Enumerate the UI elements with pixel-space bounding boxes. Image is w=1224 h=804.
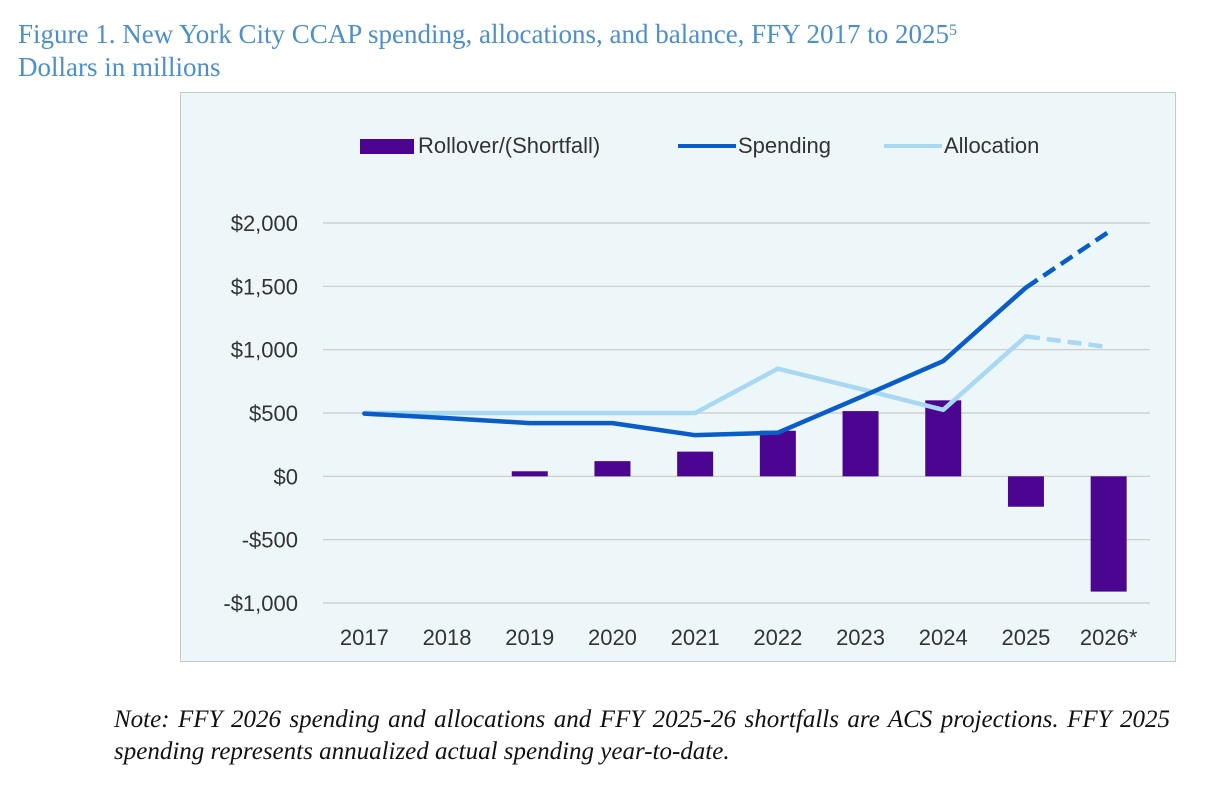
bar-rollover-2022	[759, 430, 796, 477]
x-tick-label-6: 2023	[836, 625, 885, 650]
x-tick-label-0: 2017	[340, 625, 389, 650]
legend-item-allocation: Allocation	[884, 131, 1039, 161]
legend-label-spending: Spending	[738, 133, 831, 158]
legend-swatch-spending	[678, 144, 736, 148]
bar-rollover-2021	[677, 451, 714, 477]
x-tick-label-4: 2021	[671, 625, 720, 650]
allocation-projection-line	[1025, 334, 1109, 350]
legend-item-rollover: Rollover/(Shortfall)	[360, 131, 600, 161]
y-tick-label-2: $1,000	[231, 338, 298, 363]
legend-label-allocation: Allocation	[944, 133, 1040, 158]
bar-rollover-2026*	[1090, 476, 1127, 592]
y-tick-label-1: $1,500	[231, 274, 298, 299]
legend-swatch-allocation	[884, 144, 942, 148]
x-tick-label-3: 2020	[588, 625, 637, 650]
spending-projection-line	[1024, 230, 1110, 290]
x-tick-label-9: 2026*	[1080, 625, 1138, 650]
figure-title: Figure 1. New York City CCAP spending, a…	[18, 18, 957, 84]
y-tick-label-3: $500	[249, 401, 298, 426]
bar-rollover-2020	[594, 461, 631, 477]
legend-swatch-rollover	[360, 138, 414, 154]
bar-rollover-2024	[925, 400, 962, 477]
y-tick-label-6: -$1,000	[223, 591, 298, 616]
x-tick-label-5: 2022	[753, 625, 802, 650]
x-tick-label-1: 2018	[423, 625, 472, 650]
bar-rollover-2025	[1007, 476, 1044, 507]
x-tick-label-8: 2025	[1001, 625, 1050, 650]
bar-rollover-2023	[842, 411, 879, 477]
figure-note: Note: FFY 2026 spending and allocations …	[114, 706, 1170, 765]
y-tick-label-5: -$500	[242, 528, 298, 553]
y-tick-label-0: $2,000	[231, 211, 298, 236]
legend-item-spending: Spending	[678, 131, 831, 161]
legend-label-rollover: Rollover/(Shortfall)	[418, 133, 601, 158]
x-tick-label-2: 2019	[505, 625, 554, 650]
figure-title-line1: Figure 1. New York City CCAP spending, a…	[18, 19, 949, 49]
x-tick-label-7: 2024	[919, 625, 968, 650]
y-tick-label-4: $0	[274, 464, 298, 489]
bar-rollover-2019	[511, 471, 548, 477]
figure-subtitle: Dollars in millions	[18, 52, 221, 82]
chart-area	[180, 92, 1176, 662]
footnote-marker: 5	[948, 22, 957, 39]
